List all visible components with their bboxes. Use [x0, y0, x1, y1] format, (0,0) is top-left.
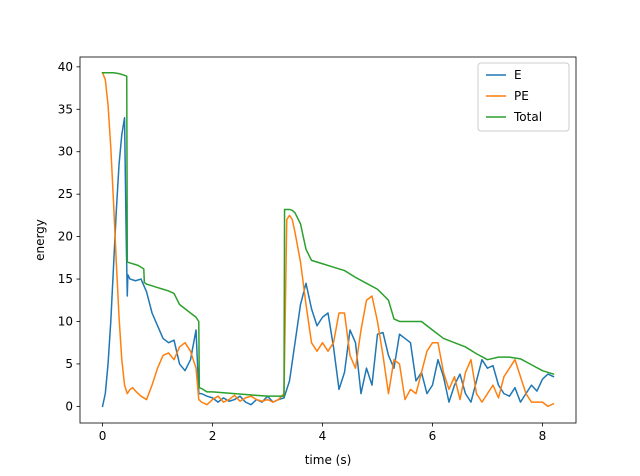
x-tick-label: 0 [99, 429, 107, 443]
x-axis-label: time (s) [305, 453, 352, 467]
y-tick-label: 40 [58, 60, 73, 74]
y-tick-label: 25 [58, 187, 73, 201]
legend-label-e: E [514, 68, 522, 82]
legend-label-pe: PE [514, 89, 529, 103]
x-tick-label: 2 [209, 429, 217, 443]
x-tick-label: 4 [319, 429, 327, 443]
x-tick-label: 6 [429, 429, 437, 443]
legend-box [477, 62, 570, 132]
y-tick-label: 35 [58, 102, 73, 116]
y-tick-label: 5 [65, 357, 73, 371]
y-tick-label: 20 [58, 230, 73, 244]
y-axis-label: energy [33, 219, 47, 261]
axes-frame [79, 56, 577, 424]
legend-label-total: Total [513, 110, 542, 124]
y-tick-label: 30 [58, 145, 73, 159]
series-line-total [101, 72, 555, 397]
series-line-pe [101, 71, 555, 408]
y-tick-label: 15 [58, 272, 73, 286]
y-tick-label: 10 [58, 314, 73, 328]
series-layer [101, 71, 555, 408]
x-tick-label: 8 [539, 429, 547, 443]
legend: E PE Total [477, 62, 570, 132]
axes-layer: 0 2 4 6 8 0 5 10 15 20 25 30 35 40 [58, 56, 577, 443]
y-tick-label: 0 [65, 399, 73, 413]
series-line-e [101, 117, 555, 408]
